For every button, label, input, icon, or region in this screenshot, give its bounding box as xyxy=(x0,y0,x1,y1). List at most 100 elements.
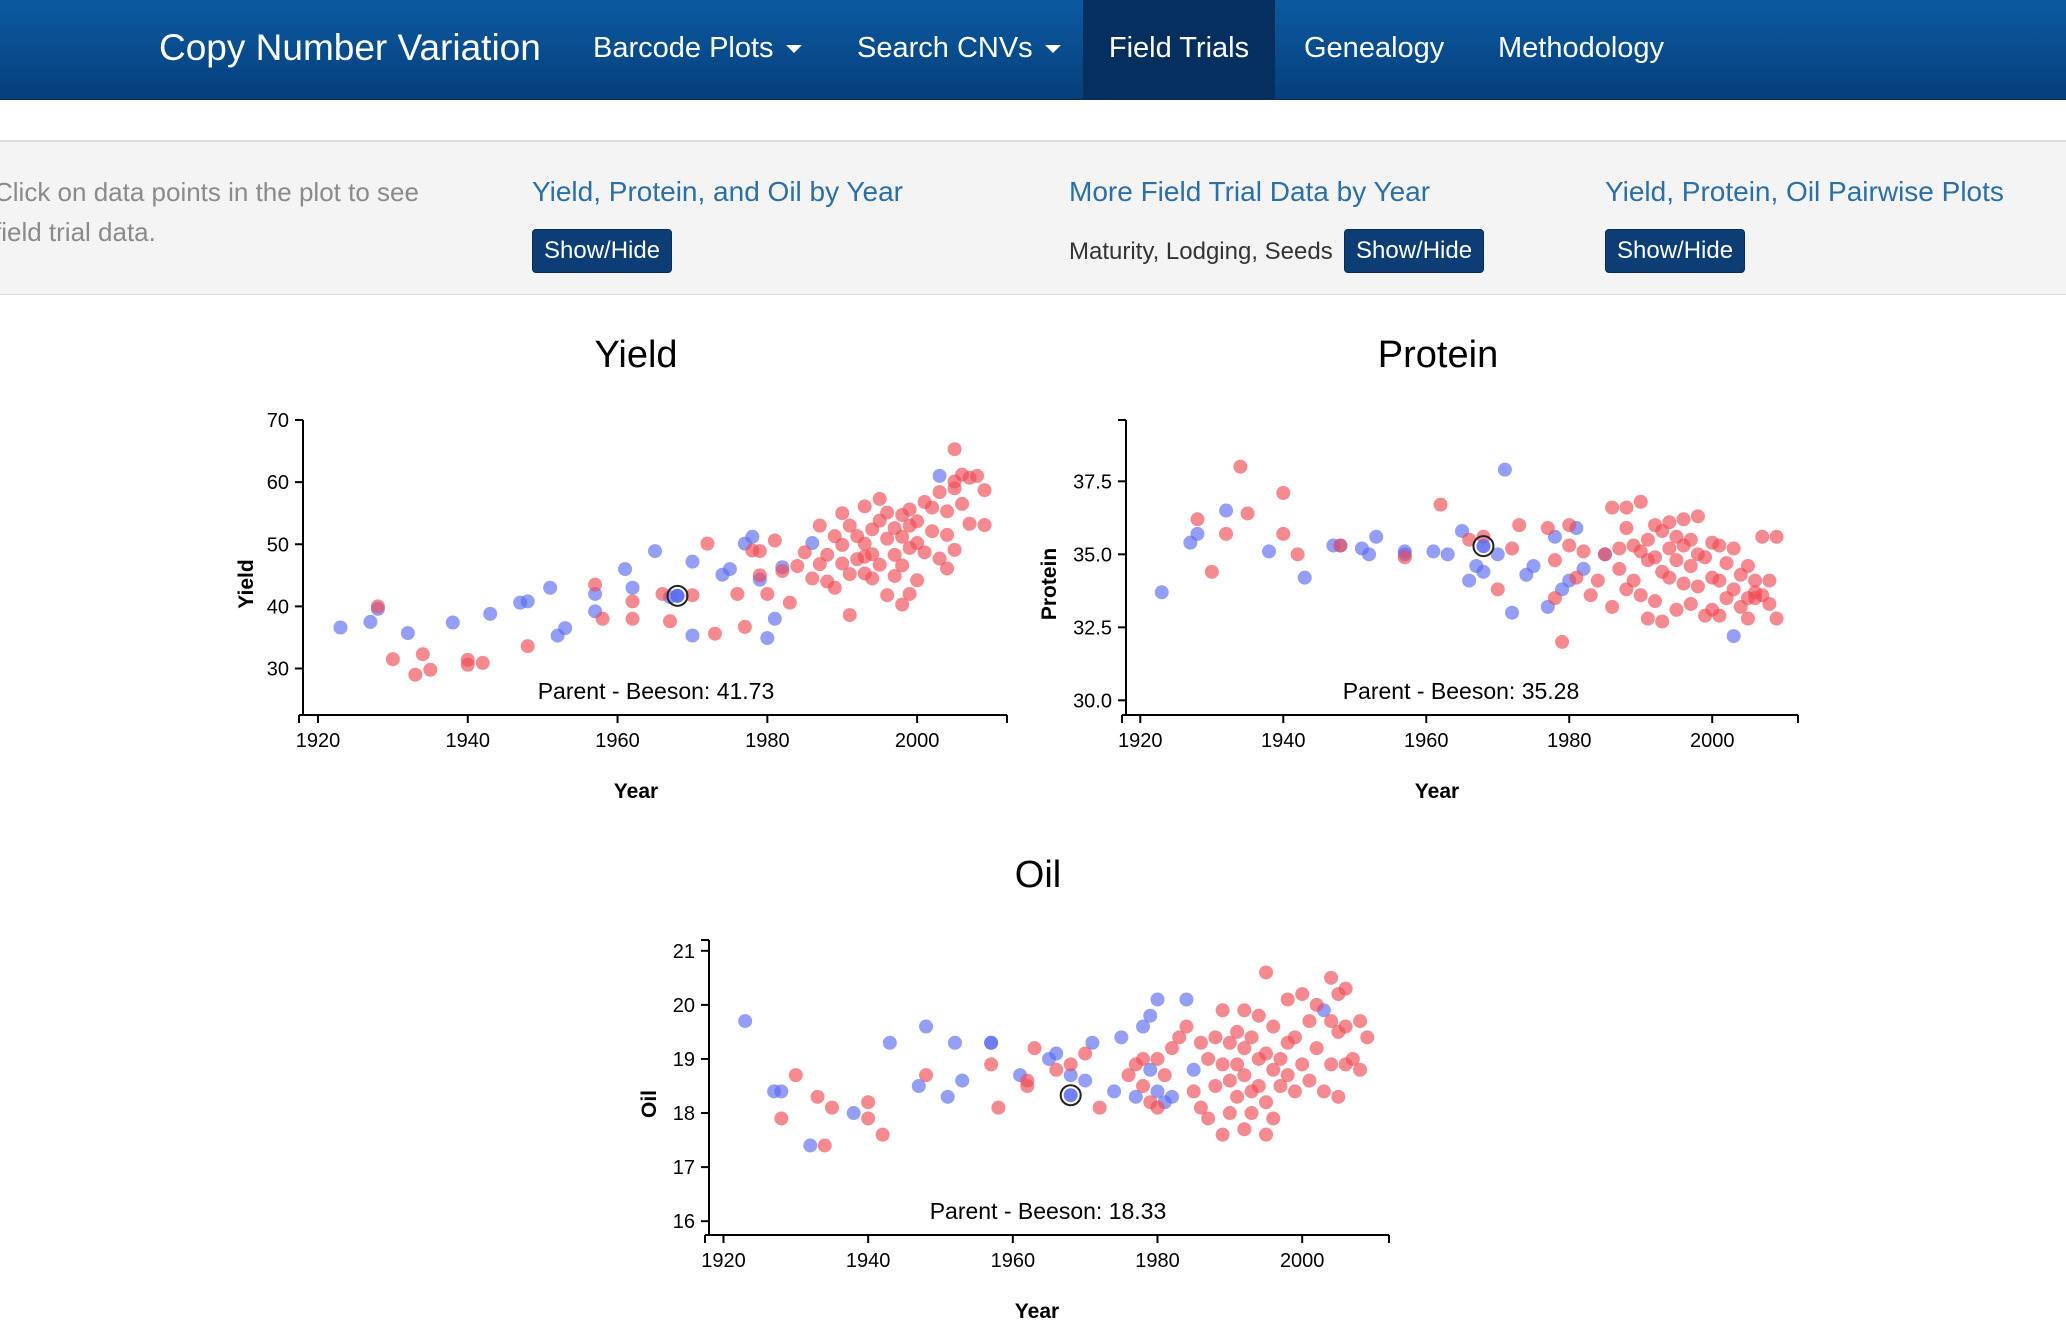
red-data-point xyxy=(812,557,827,572)
red-data-point xyxy=(1690,509,1705,524)
red-data-point xyxy=(991,1100,1006,1115)
y-axis-label: Oil xyxy=(638,1090,661,1118)
show-hide-button-pairwise-plots[interactable]: Show/Hide xyxy=(1605,229,1746,273)
red-data-point xyxy=(1266,1062,1281,1077)
red-data-point xyxy=(1193,1100,1208,1115)
red-data-point xyxy=(1121,1068,1136,1083)
red-data-point xyxy=(774,1111,789,1126)
section-title-pairwise-plots[interactable]: Yield, Protein, Oil Pairwise Plots xyxy=(1605,176,2004,207)
red-data-point xyxy=(875,1127,890,1142)
red-data-point xyxy=(1633,588,1648,603)
red-data-point xyxy=(1619,521,1634,536)
red-data-point xyxy=(1222,1106,1237,1121)
red-data-point xyxy=(1237,1041,1252,1056)
red-data-point xyxy=(835,537,850,552)
blue-data-point xyxy=(400,626,415,641)
section-title-yield-protein-oil[interactable]: Yield, Protein, and Oil by Year xyxy=(532,176,903,207)
red-data-point xyxy=(842,567,857,582)
y-axis-label: Yield xyxy=(235,559,258,608)
section-title-more-field-trial[interactable]: More Field Trial Data by Year xyxy=(1069,176,1431,207)
red-data-point xyxy=(962,516,977,531)
red-data-point xyxy=(1640,532,1655,547)
red-data-point xyxy=(1186,1084,1201,1099)
nav-methodology[interactable]: Methodology xyxy=(1498,32,1665,64)
red-data-point xyxy=(1179,1019,1194,1034)
x-tick-label: 1940 xyxy=(1261,730,1306,752)
parent-highlight-ring xyxy=(1059,1084,1082,1107)
parent-data-point xyxy=(1063,1088,1078,1103)
red-data-point xyxy=(1150,1100,1165,1115)
red-data-point xyxy=(1605,599,1620,614)
red-data-point xyxy=(1698,550,1713,565)
red-data-point xyxy=(872,557,887,572)
brand-title[interactable]: Copy Number Variation xyxy=(159,27,541,68)
x-tick-label: 1940 xyxy=(446,730,491,752)
red-data-point xyxy=(865,571,880,586)
blue-data-point xyxy=(1143,1008,1158,1023)
chart-title: Oil xyxy=(1015,854,1061,896)
red-data-point xyxy=(895,597,910,612)
blue-data-point xyxy=(1497,462,1512,477)
blue-data-point xyxy=(984,1035,999,1050)
red-data-point xyxy=(984,1057,999,1072)
blue-data-point xyxy=(955,1073,970,1088)
blue-data-point xyxy=(1505,605,1520,620)
y-tick-label: 32.5 xyxy=(1073,617,1112,639)
y-tick-label: 21 xyxy=(673,941,695,963)
red-data-point xyxy=(1562,518,1577,533)
red-data-point xyxy=(1769,529,1784,544)
nav-genealogy[interactable]: Genealogy xyxy=(1304,32,1445,64)
show-hide-button-yield-protein-oil[interactable]: Show/Hide xyxy=(532,229,673,273)
x-tick-label: 1920 xyxy=(296,730,341,752)
blue-data-point xyxy=(1219,503,1234,518)
red-data-point xyxy=(940,527,955,542)
red-data-point xyxy=(1547,553,1562,568)
red-data-point xyxy=(1237,1003,1252,1018)
red-data-point xyxy=(1726,541,1741,556)
nav-search-cnvs[interactable]: Search CNVs xyxy=(857,0,1061,99)
blue-data-point xyxy=(919,1019,934,1034)
blue-data-point xyxy=(911,1079,926,1093)
red-data-point xyxy=(812,518,827,533)
y-tick-label: 18 xyxy=(673,1103,695,1125)
click-hint-text: Click on data points in the plot to see … xyxy=(0,177,419,247)
red-data-point xyxy=(1230,1057,1245,1072)
x-tick-label: 2000 xyxy=(1690,730,1735,752)
red-data-point xyxy=(947,442,962,457)
nav-search-cnvs-label: Search CNVs xyxy=(857,32,1033,64)
red-data-point xyxy=(887,568,902,583)
red-data-point xyxy=(752,544,767,559)
blue-data-point xyxy=(648,544,662,559)
show-hide-button-more-field-trial[interactable]: Show/Hide xyxy=(1344,229,1485,273)
y-tick-label: 30.0 xyxy=(1073,690,1112,712)
blue-data-point xyxy=(1369,529,1384,544)
red-data-point xyxy=(835,556,850,571)
red-data-point xyxy=(1540,521,1555,536)
y-tick-label: 35.0 xyxy=(1073,544,1112,566)
red-data-point xyxy=(655,586,670,601)
blue-data-point xyxy=(760,631,775,646)
red-data-point xyxy=(1676,576,1691,591)
red-data-point xyxy=(1208,1079,1223,1093)
red-data-point xyxy=(1266,1111,1281,1126)
blue-data-point xyxy=(1078,1073,1093,1088)
red-data-point xyxy=(1273,1079,1288,1093)
red-data-point xyxy=(700,536,715,551)
red-data-point xyxy=(1049,1062,1064,1077)
red-data-point xyxy=(1324,970,1339,985)
y-tick-label: 16 xyxy=(673,1211,695,1233)
red-data-point xyxy=(947,542,962,557)
red-data-point xyxy=(1662,541,1677,556)
nav-field-trials[interactable]: Field Trials xyxy=(1083,0,1275,99)
nav-barcode-plots[interactable]: Barcode Plots xyxy=(593,0,802,99)
red-data-point xyxy=(423,662,438,677)
red-data-point xyxy=(1020,1079,1035,1093)
red-data-point xyxy=(917,545,932,560)
red-data-point xyxy=(902,518,917,533)
blue-data-point xyxy=(1085,1035,1100,1050)
x-tick-label: 1960 xyxy=(991,1250,1036,1272)
red-data-point xyxy=(1244,1106,1259,1121)
red-data-point xyxy=(1562,538,1577,553)
red-data-point xyxy=(730,586,745,601)
blue-data-point xyxy=(745,529,760,544)
